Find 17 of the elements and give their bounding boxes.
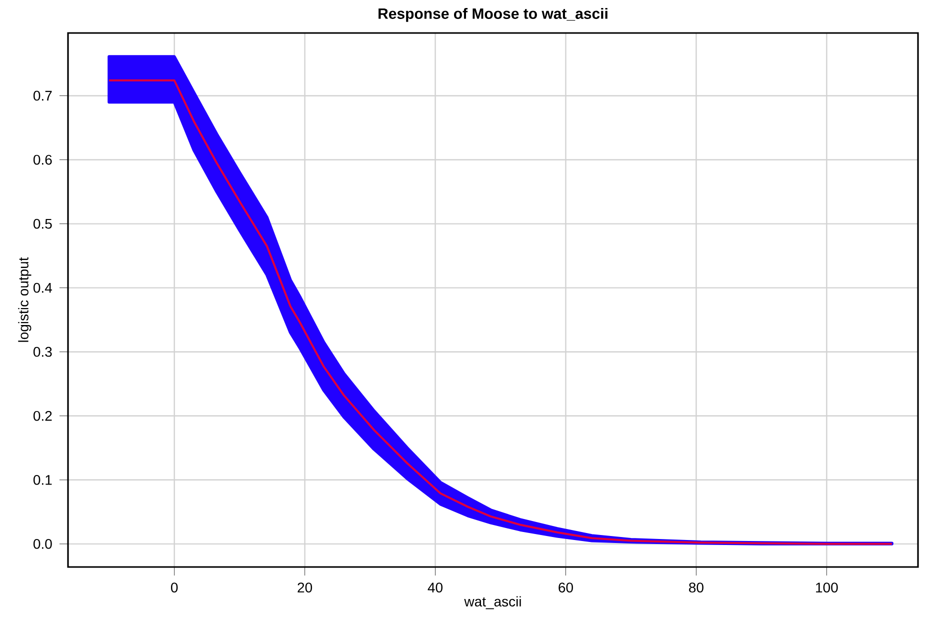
x-tick-label: 0: [170, 582, 178, 592]
y-tick-label: 0.4: [33, 282, 52, 293]
x-tick-label: 100: [816, 582, 838, 592]
x-axis-title: wat_ascii: [464, 596, 521, 610]
x-tick-label: 60: [558, 582, 573, 592]
chart-title: Response of Moose to wat_ascii: [378, 8, 608, 22]
y-tick-label: 0.3: [33, 346, 52, 357]
y-tick-label: 0.6: [33, 154, 52, 165]
y-tick-label: 0.5: [33, 218, 52, 229]
y-tick-label: 0.2: [33, 410, 52, 421]
x-tick-label: 20: [298, 582, 312, 592]
y-tick-label: 0.1: [33, 474, 52, 485]
x-tick-label: 40: [428, 582, 443, 592]
y-tick-label: 0.7: [33, 90, 52, 101]
x-tick-label: 80: [689, 582, 704, 592]
y-tick-label: 0.0: [33, 539, 52, 549]
y-axis-title: logistic output: [18, 257, 32, 342]
